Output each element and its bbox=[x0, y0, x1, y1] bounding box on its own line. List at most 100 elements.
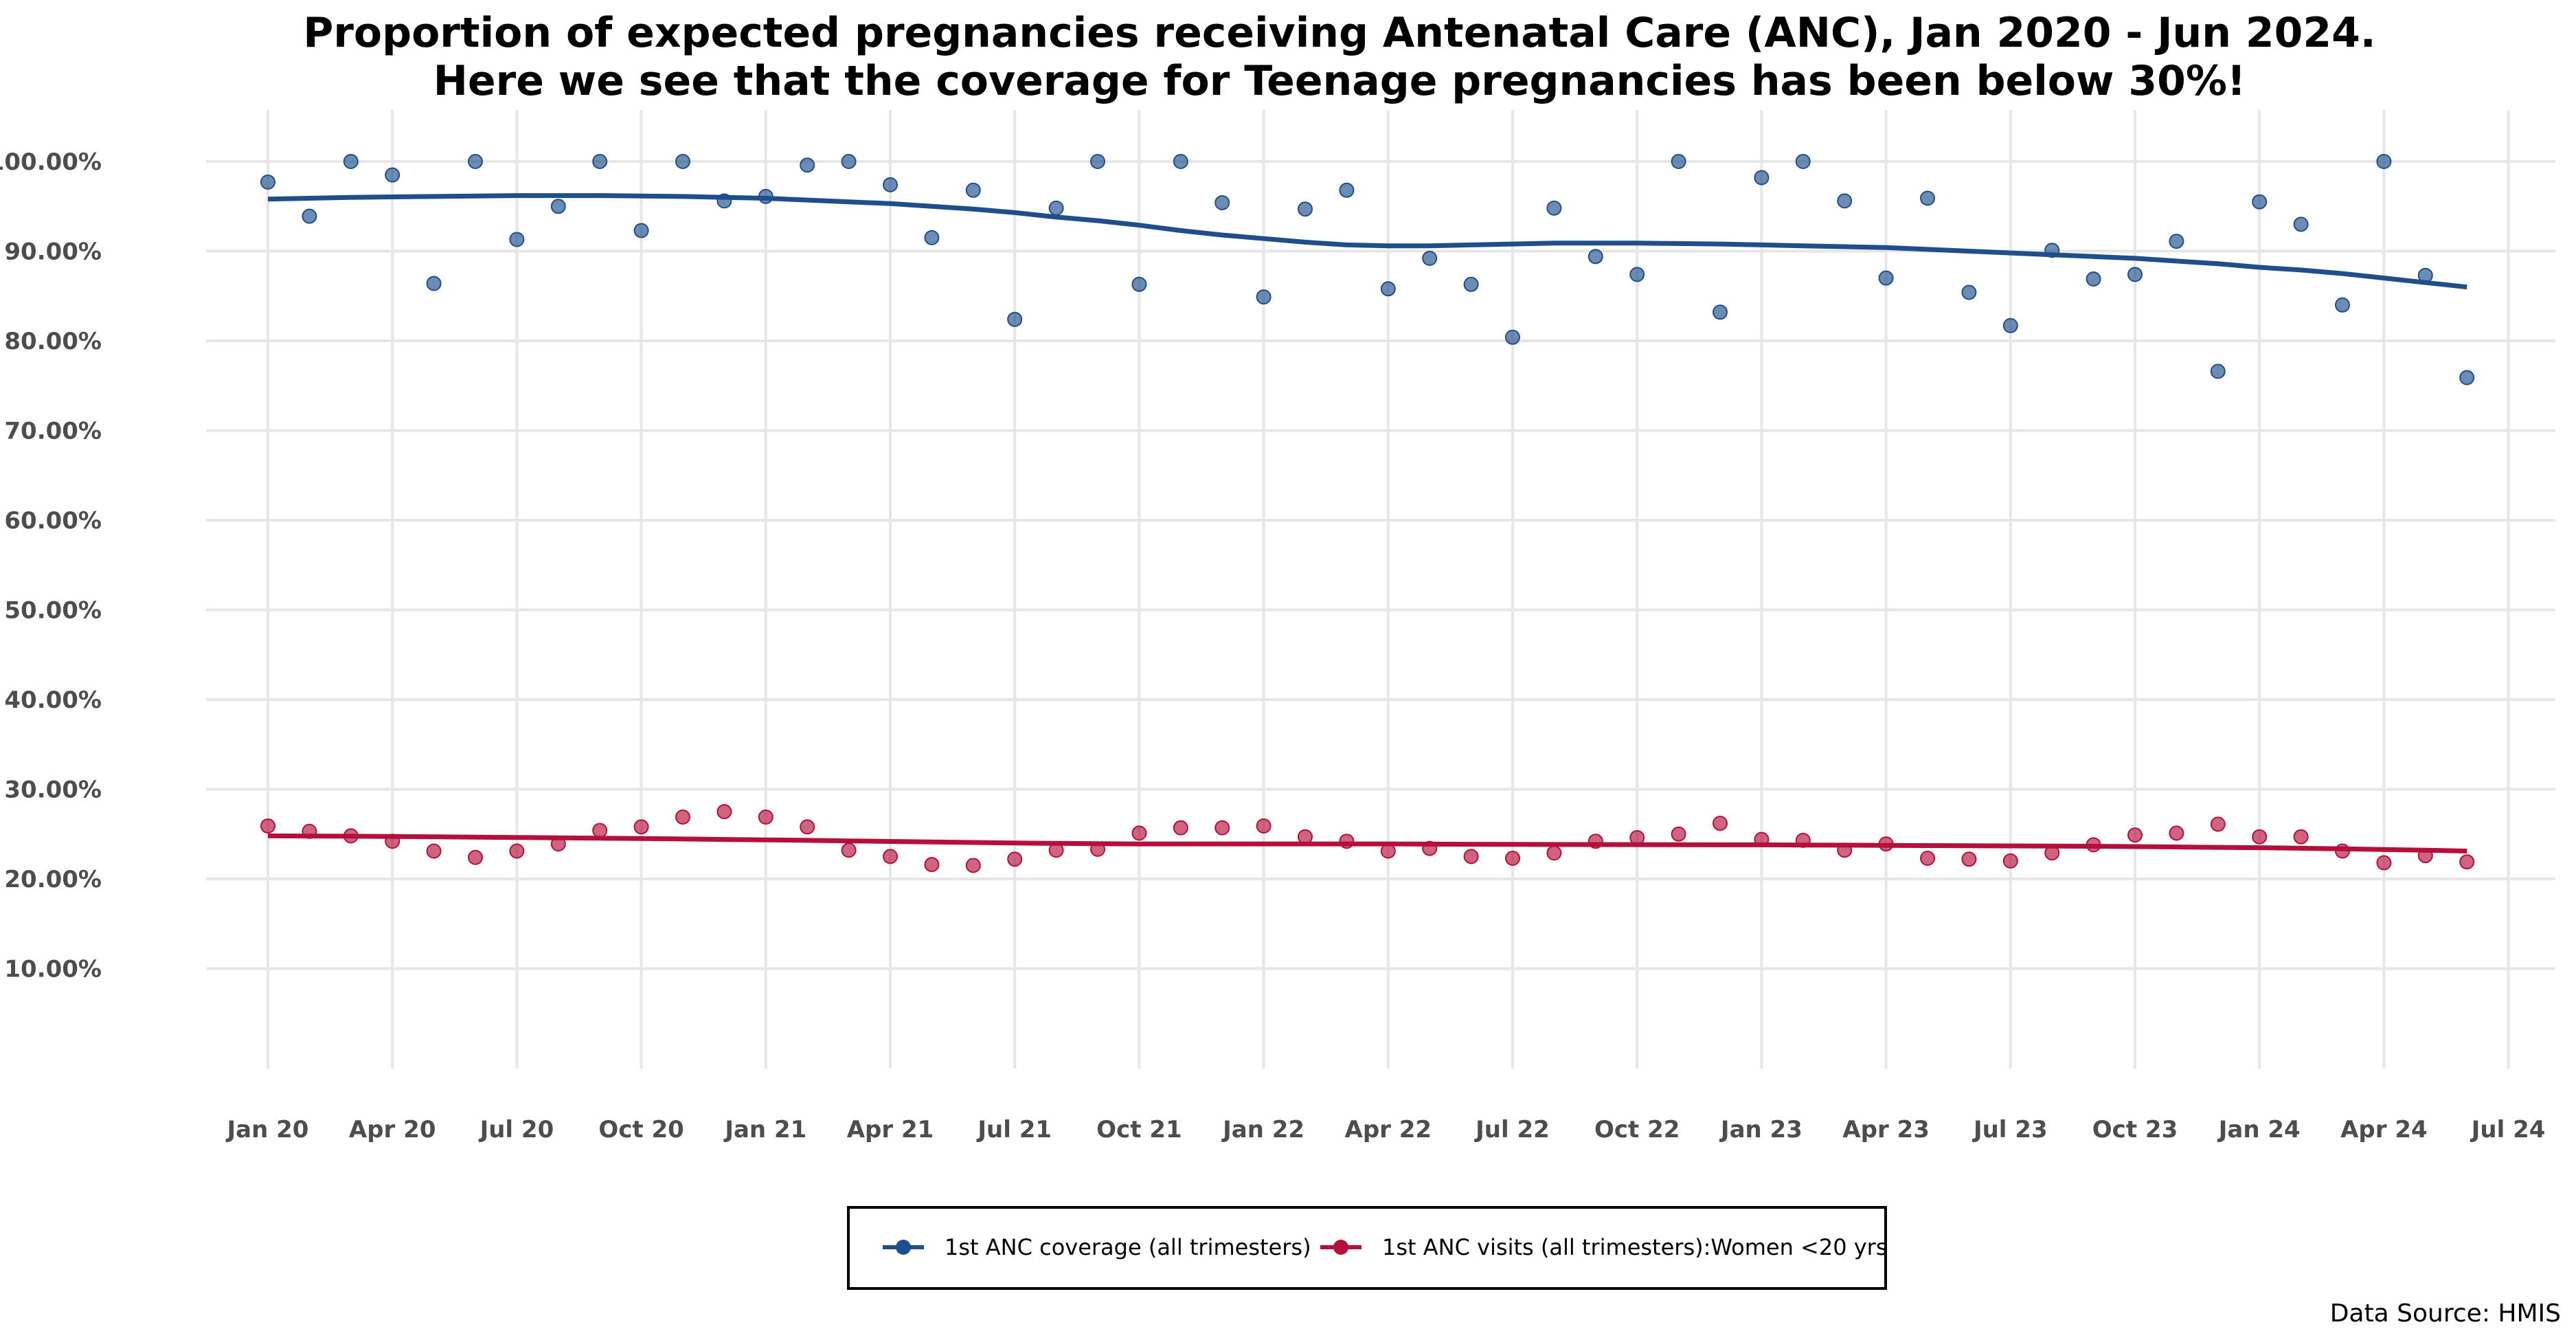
data-point bbox=[965, 858, 981, 873]
data-point bbox=[1214, 820, 1230, 836]
data-point bbox=[1878, 270, 1894, 286]
data-point bbox=[2210, 816, 2226, 832]
legend: 1st ANC coverage (all trimesters) 1st AN… bbox=[847, 1206, 1888, 1290]
data-point bbox=[2293, 216, 2309, 232]
data-point bbox=[1380, 843, 1396, 859]
legend-label-teen: 1st ANC visits (all trimesters):Women <2… bbox=[1382, 1234, 1888, 1260]
data-point bbox=[716, 193, 732, 209]
data-point bbox=[343, 828, 359, 844]
data-point bbox=[1713, 816, 1728, 831]
data-point bbox=[1339, 182, 1355, 198]
gridlines bbox=[206, 110, 2555, 1069]
data-point bbox=[633, 819, 649, 835]
data-point bbox=[385, 167, 400, 183]
data-point bbox=[800, 819, 815, 835]
data-point bbox=[1090, 154, 1105, 169]
data-point bbox=[1048, 200, 1064, 216]
y-tick-label: 40.00% bbox=[4, 686, 102, 714]
data-point bbox=[2086, 837, 2101, 853]
data-point bbox=[1588, 834, 1603, 849]
data-point bbox=[2127, 267, 2143, 282]
data-point bbox=[1463, 276, 1479, 292]
data-point bbox=[1505, 851, 1520, 866]
data-point bbox=[302, 208, 317, 224]
data-point bbox=[758, 188, 773, 204]
data-point bbox=[1671, 826, 1686, 842]
data-point bbox=[1920, 190, 1935, 206]
data-point bbox=[2417, 848, 2433, 864]
x-tick-label: Oct 22 bbox=[1594, 1116, 1680, 1143]
data-point bbox=[2417, 267, 2433, 283]
data-point bbox=[385, 834, 400, 849]
x-tick-label: Jul 24 bbox=[2470, 1116, 2546, 1143]
data-point bbox=[2169, 825, 2184, 841]
data-point bbox=[2169, 234, 2184, 249]
x-tick-label: Jan 21 bbox=[723, 1116, 806, 1143]
data-point bbox=[550, 199, 566, 214]
data-point bbox=[2335, 843, 2350, 859]
data-point bbox=[716, 804, 732, 820]
x-tick-label: Jan 23 bbox=[1719, 1116, 1803, 1143]
chart-title: Proportion of expected pregnancies recei… bbox=[303, 9, 2375, 57]
data-point bbox=[1173, 154, 1188, 169]
x-tick-label: Jan 24 bbox=[2217, 1116, 2301, 1143]
data-point bbox=[1007, 311, 1023, 327]
x-tick-label: Jan 20 bbox=[226, 1116, 309, 1143]
x-tick-label: Apr 21 bbox=[847, 1116, 934, 1143]
data-point bbox=[426, 843, 442, 859]
data-point bbox=[2086, 271, 2101, 287]
data-point bbox=[1422, 840, 1438, 856]
data-point bbox=[2002, 317, 2018, 333]
data-point bbox=[2002, 853, 2018, 869]
data-point bbox=[924, 230, 940, 245]
data-point bbox=[2376, 855, 2392, 871]
chart-subtitle: Here we see that the coverage for Teenag… bbox=[433, 57, 2246, 105]
data-point bbox=[883, 849, 898, 864]
data-points bbox=[260, 154, 2475, 873]
data-point bbox=[260, 175, 275, 190]
data-source-note: Data Source: HMIS bbox=[2330, 1299, 2561, 1328]
data-point bbox=[2459, 370, 2475, 386]
data-point bbox=[633, 223, 649, 238]
data-point bbox=[1298, 829, 1313, 845]
data-point bbox=[1671, 154, 1686, 169]
x-tick-label: Jul 22 bbox=[1474, 1116, 1550, 1143]
data-point bbox=[1961, 851, 1977, 867]
data-point bbox=[550, 836, 566, 852]
y-tick-label: 70.00% bbox=[4, 418, 102, 445]
data-point bbox=[468, 154, 483, 169]
data-point bbox=[2293, 829, 2309, 845]
data-point bbox=[2044, 845, 2060, 861]
data-point bbox=[2459, 854, 2475, 870]
x-tick-label: Apr 24 bbox=[2340, 1116, 2428, 1143]
data-point bbox=[1422, 250, 1438, 266]
legend-box bbox=[847, 1206, 1887, 1290]
x-tick-label: Oct 20 bbox=[598, 1116, 683, 1143]
y-tick-label: 30.00% bbox=[4, 777, 102, 804]
data-point bbox=[509, 843, 525, 859]
data-point bbox=[1380, 281, 1396, 297]
y-tick-label: 80.00% bbox=[4, 328, 102, 355]
trend-lines bbox=[267, 193, 2467, 853]
data-point bbox=[1754, 831, 1770, 847]
x-axis-tick-labels: Jan 20 Apr 20 Jul 20 Oct 20 Jan 21 Apr 21 Jul … bbox=[226, 1116, 2546, 1143]
y-tick-label: 100.00% bbox=[0, 148, 102, 176]
legend-label-coverage: 1st ANC coverage (all trimesters) bbox=[945, 1234, 1311, 1260]
y-tick-label: 60.00% bbox=[4, 507, 102, 535]
data-point bbox=[1214, 195, 1230, 210]
x-tick-label: Apr 23 bbox=[1842, 1116, 1930, 1143]
data-point bbox=[841, 154, 857, 169]
y-tick-label: 90.00% bbox=[4, 238, 102, 266]
data-point bbox=[1837, 193, 1853, 209]
legend-key-point-teen bbox=[1333, 1240, 1348, 1255]
y-axis-tick-labels: 10.00% 20.00% 30.00% 40.00% 50.00% 60.00% 70.0… bbox=[0, 148, 102, 983]
x-tick-label: Jul 21 bbox=[976, 1116, 1052, 1143]
y-tick-label: 10.00% bbox=[4, 956, 102, 983]
data-point bbox=[1505, 329, 1520, 345]
data-point bbox=[260, 818, 275, 834]
y-tick-label: 20.00% bbox=[4, 866, 102, 893]
y-tick-label: 50.00% bbox=[4, 597, 102, 625]
data-point bbox=[758, 809, 773, 825]
data-point bbox=[509, 232, 525, 247]
data-point bbox=[343, 154, 359, 169]
